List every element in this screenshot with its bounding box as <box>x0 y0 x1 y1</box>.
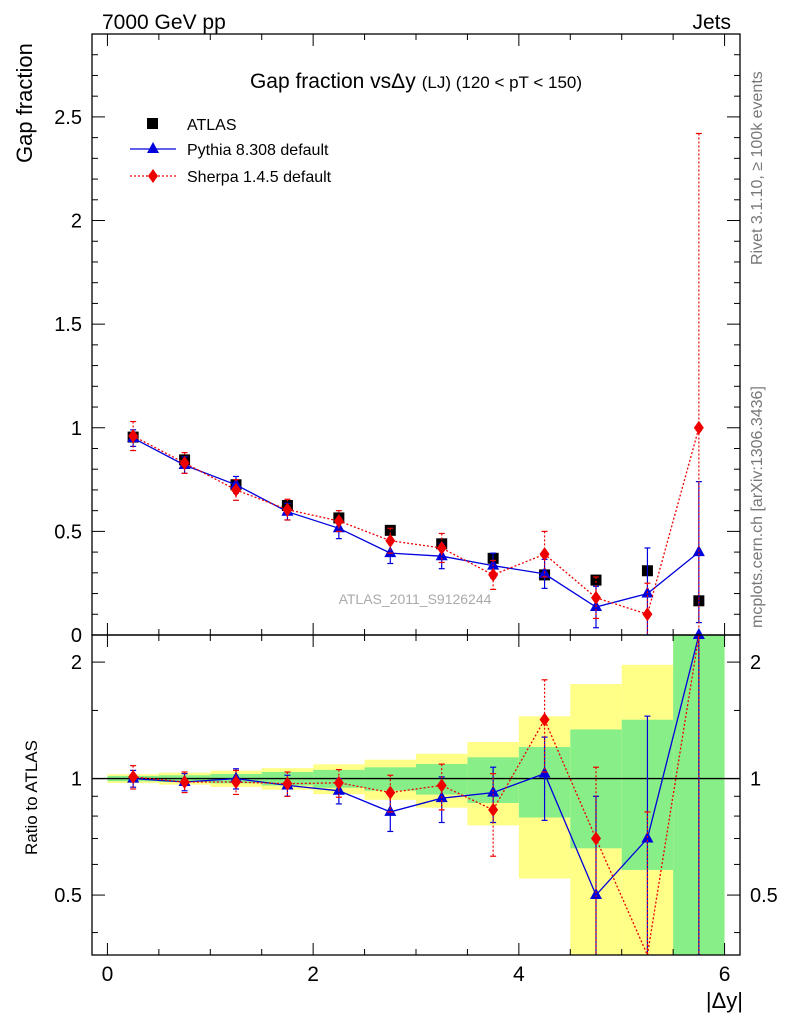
header-right: Jets <box>692 11 731 34</box>
ratio-tick-label-right: 1 <box>750 769 761 791</box>
main-line-triangle <box>132 437 700 608</box>
x-axis-label: |Δy| <box>706 988 743 1013</box>
legend-marker-pythia <box>147 142 159 153</box>
x-tick-label: 4 <box>513 963 525 986</box>
main-point-diamond <box>539 547 550 562</box>
main-point-diamond <box>642 607 653 622</box>
ratio-point-triangle <box>692 628 705 639</box>
y-tick-label: 2.5 <box>54 107 82 129</box>
main-point-diamond <box>231 482 241 497</box>
atlas-point <box>590 574 602 586</box>
ratio-line-diamond <box>133 634 700 958</box>
y-tick-label: 0.5 <box>54 521 82 543</box>
x-tick-label: 0 <box>102 963 114 986</box>
main-point-triangle <box>384 546 397 558</box>
legend-label-pythia: Pythia 8.308 default <box>187 142 329 159</box>
y-tick-label: 0 <box>71 625 82 647</box>
legend-label-atlas: ATLAS <box>187 117 237 134</box>
x-tick-label: 6 <box>719 963 731 986</box>
main-point-triangle <box>487 558 500 570</box>
y-tick-label: 1 <box>71 418 82 440</box>
main-point-diamond <box>333 514 344 529</box>
ratio-axis-label: Ratio to ATLAS <box>22 740 41 855</box>
main-point-diamond <box>282 502 293 517</box>
ratio-tick-label-left: 0.5 <box>54 885 82 907</box>
legend-label-sherpa: Sherpa 1.4.5 default <box>187 169 332 186</box>
legend: ATLAS Pythia 8.308 default Sherpa 1.4.5 … <box>130 117 332 186</box>
main-point-diamond <box>128 429 139 444</box>
main-point-diamond <box>591 590 601 605</box>
x-tick-label: 2 <box>307 963 319 986</box>
uncertainty-bands <box>92 635 740 955</box>
legend-marker-sherpa <box>148 169 158 183</box>
ratio-point-diamond <box>333 775 344 790</box>
main-point-diamond <box>436 540 447 555</box>
ratio-point-diamond <box>385 785 396 800</box>
ratio-point-triangle <box>384 804 397 816</box>
ratio-point-diamond <box>231 774 241 789</box>
ratio-point-diamond <box>179 774 190 789</box>
ratio-point-diamond <box>539 712 550 727</box>
y-tick-label: 2 <box>71 211 82 233</box>
main-point-diamond <box>179 455 190 470</box>
y-tick-label: 1.5 <box>54 314 82 336</box>
ratio-tick-label-right: 0.5 <box>750 885 778 907</box>
ratio-tick-label-left: 1 <box>71 769 82 791</box>
ratio-point-diamond <box>436 778 447 793</box>
main-point-diamond <box>693 420 704 435</box>
ratio-tick-label-right: 2 <box>750 652 761 674</box>
main-line-diamond <box>132 427 700 616</box>
main-point-diamond <box>385 533 396 548</box>
mcplots-label: mcplots.cern.ch [arXiv:1306.3436] <box>749 386 766 628</box>
legend-marker-atlas <box>147 118 158 129</box>
y-axis-label: Gap fraction <box>12 43 37 163</box>
atlas-point <box>384 524 396 536</box>
rivet-label: Rivet 3.1.10, ≥ 100k events <box>749 71 766 265</box>
chart-title: Gap fraction vsΔy (LJ) (120 < pT < 150) <box>250 70 582 93</box>
ratio-point-diamond <box>128 769 139 784</box>
header-left: 7000 GeV pp <box>102 11 226 34</box>
ratio-point-diamond <box>488 802 499 817</box>
ratio-point-triangle <box>590 888 602 900</box>
ratio-tick-label-left: 2 <box>71 652 82 674</box>
ratio-point-diamond <box>282 776 293 791</box>
data-marks <box>127 132 705 958</box>
ratio-point-diamond <box>591 831 601 846</box>
analysis-watermark: ATLAS_2011_S9126244 <box>339 591 492 607</box>
axes: 0 2 4 6 0 0.5 1 1.5 2 2.5 0.5 0.5 1 1 2 2 <box>54 33 778 986</box>
main-point-diamond <box>488 567 499 582</box>
ratio-line-triangle <box>133 634 700 897</box>
